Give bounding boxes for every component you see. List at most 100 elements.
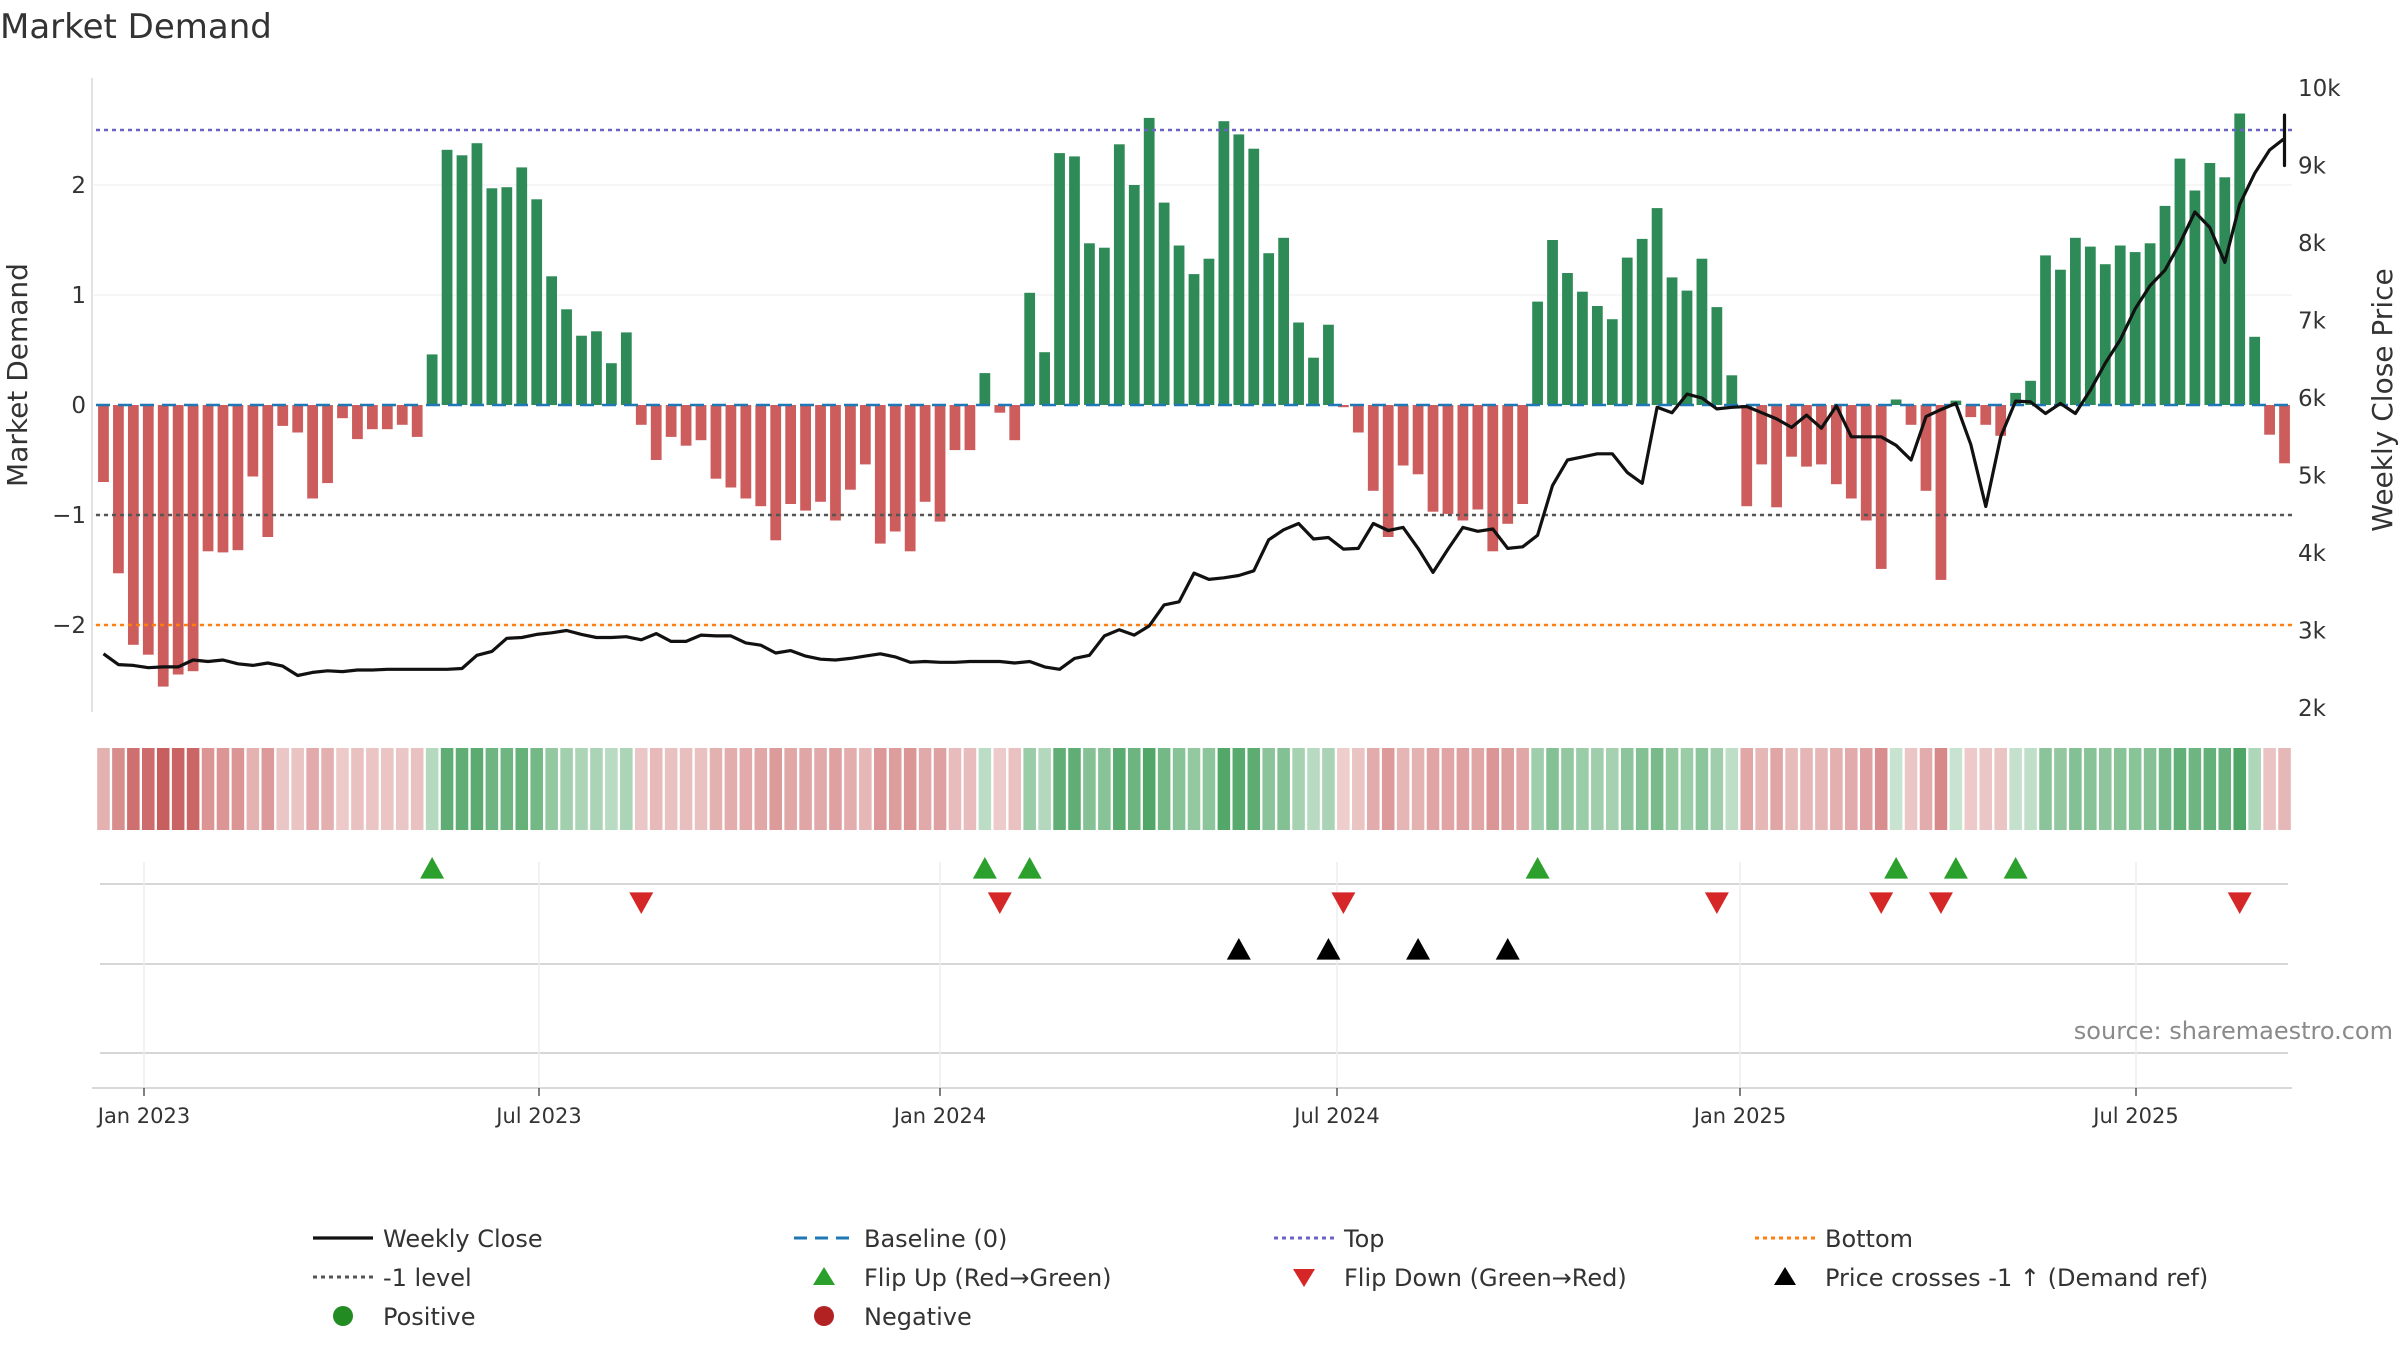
demand-bar bbox=[695, 405, 707, 441]
demand-bar bbox=[1591, 306, 1603, 405]
event-rows bbox=[92, 857, 2292, 1090]
demand-bar bbox=[1382, 405, 1394, 537]
heat-cell bbox=[291, 748, 304, 830]
x-tick-label: Jul 2025 bbox=[2091, 1104, 2178, 1128]
heat-cell bbox=[575, 748, 588, 830]
demand-bar bbox=[1995, 405, 2007, 436]
demand-bar bbox=[1427, 405, 1439, 512]
y-axis-label: Market Demand bbox=[1, 263, 34, 487]
demand-bar bbox=[1158, 202, 1170, 405]
y-tick-label: 2 bbox=[71, 173, 86, 199]
heat-cell bbox=[1471, 748, 1485, 830]
demand-bar bbox=[650, 405, 662, 460]
heat-cell bbox=[1098, 748, 1111, 830]
heat-cell bbox=[2218, 748, 2232, 830]
demand-bar bbox=[964, 405, 976, 451]
heat-cell bbox=[2054, 748, 2067, 830]
demand-bar bbox=[1084, 243, 1095, 405]
heat-cell bbox=[1232, 748, 1246, 830]
y2-tick-label: 4k bbox=[2298, 541, 2327, 567]
heat-cell bbox=[649, 748, 663, 830]
heat-cell bbox=[739, 748, 753, 830]
heat-cell bbox=[859, 748, 872, 830]
y-tick-label: 0 bbox=[71, 393, 86, 419]
demand-bar bbox=[1367, 405, 1379, 491]
chart-title: Market Demand bbox=[0, 7, 272, 47]
demand-bar bbox=[1502, 405, 1514, 524]
heat-cell bbox=[2203, 748, 2217, 830]
heat-cell bbox=[1023, 748, 1036, 830]
demand-bar bbox=[1726, 375, 1738, 405]
demand-bar bbox=[1801, 405, 1812, 467]
heat-cell bbox=[679, 748, 693, 830]
demand-bar bbox=[830, 405, 841, 521]
demand-bar bbox=[591, 331, 602, 405]
demand-bar bbox=[1756, 405, 1768, 465]
heat-cell bbox=[1576, 748, 1589, 830]
heat-cell bbox=[276, 748, 290, 830]
demand-bar bbox=[874, 405, 886, 544]
demand-bar bbox=[1741, 405, 1753, 507]
demand-bar bbox=[2159, 205, 2171, 405]
demand-bar bbox=[919, 405, 931, 502]
heat-cell bbox=[470, 748, 484, 830]
demand-bar bbox=[2084, 246, 2096, 405]
demand-bar bbox=[1442, 405, 1454, 514]
heat-cell bbox=[1770, 748, 1783, 830]
flip-down-marker bbox=[1928, 892, 1953, 914]
y2-tick-label: 7k bbox=[2298, 309, 2327, 335]
demand-bar bbox=[142, 405, 154, 655]
heat-cell bbox=[1142, 748, 1156, 830]
heat-cell bbox=[2188, 748, 2202, 830]
demand-bar bbox=[277, 405, 289, 426]
demand-bar bbox=[2174, 158, 2186, 405]
price-cross-marker bbox=[1495, 938, 1520, 960]
y2-axis-label: Weekly Close Price bbox=[2366, 268, 2399, 531]
heat-cell bbox=[1695, 748, 1709, 830]
demand-bar bbox=[2114, 245, 2126, 405]
y2-ticks: 10k 9k 8k 7k 6k 5k 4k 3k 2k bbox=[2298, 76, 2341, 722]
demand-bar bbox=[1666, 277, 1678, 405]
demand-bar bbox=[202, 405, 214, 552]
heat-cell bbox=[336, 748, 349, 830]
heat-cell bbox=[560, 748, 573, 830]
flip-up-marker bbox=[2003, 857, 2028, 879]
demand-bar bbox=[396, 405, 408, 425]
legend-label: Negative bbox=[864, 1303, 972, 1331]
demand-bar bbox=[1562, 273, 1573, 405]
demand-bar bbox=[561, 309, 572, 405]
demand-bar bbox=[1039, 352, 1050, 405]
heat-cell bbox=[978, 748, 992, 830]
demand-bar bbox=[2055, 269, 2066, 405]
demand-bar bbox=[1696, 258, 1708, 405]
heat-cell bbox=[231, 748, 245, 830]
demand-bar bbox=[740, 405, 752, 499]
demand-bar bbox=[1577, 291, 1588, 405]
legend-label: Top bbox=[1343, 1225, 1385, 1253]
flip-up-marker bbox=[1525, 857, 1550, 879]
heat-cell bbox=[1322, 748, 1335, 830]
heat-cell bbox=[306, 748, 319, 830]
heat-cell bbox=[1307, 748, 1320, 830]
demand-bar bbox=[725, 405, 737, 488]
demand-bar bbox=[1681, 290, 1693, 405]
heat-cell bbox=[1859, 748, 1873, 830]
y2-tick-label: 3k bbox=[2298, 619, 2327, 645]
heat-cell bbox=[545, 748, 558, 830]
demand-bar bbox=[292, 405, 304, 433]
demand-bar bbox=[1278, 237, 1290, 405]
heat-cell bbox=[366, 748, 379, 830]
heat-cell bbox=[1561, 748, 1574, 830]
flip-down-marker bbox=[1704, 892, 1729, 914]
heat-cell bbox=[1247, 748, 1261, 830]
heat-cell bbox=[515, 748, 529, 830]
demand-bar bbox=[994, 405, 1006, 413]
heat-cell bbox=[1396, 748, 1410, 830]
demand-bar bbox=[1905, 405, 1917, 425]
demand-bar bbox=[127, 405, 139, 645]
heat-cell bbox=[440, 748, 454, 830]
heat-cell bbox=[1516, 748, 1529, 830]
demand-bar bbox=[531, 199, 543, 405]
heat-cell bbox=[1187, 748, 1201, 830]
source-note: source: sharemaestro.com bbox=[2074, 1017, 2393, 1045]
